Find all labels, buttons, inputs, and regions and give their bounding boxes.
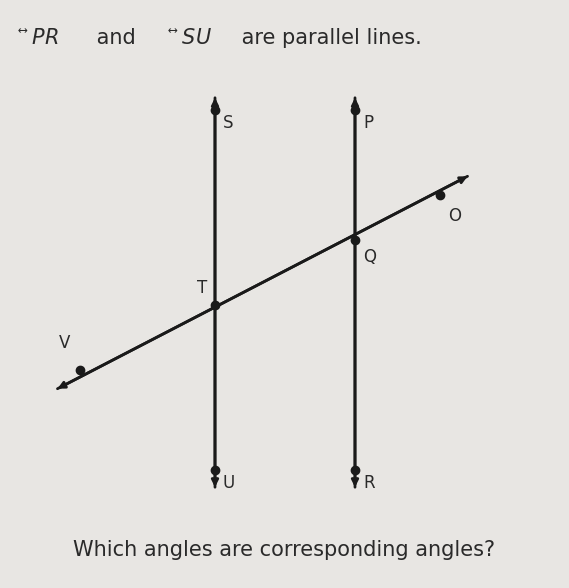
- Text: U: U: [223, 474, 235, 492]
- Text: are parallel lines.: are parallel lines.: [235, 28, 422, 48]
- Text: V: V: [59, 334, 70, 352]
- Text: $\overleftrightarrow{SU}$: $\overleftrightarrow{SU}$: [168, 28, 212, 48]
- Text: S: S: [223, 114, 233, 132]
- Text: $\overleftrightarrow{PR}$: $\overleftrightarrow{PR}$: [18, 28, 59, 48]
- Text: and: and: [90, 28, 142, 48]
- Text: Which angles are corresponding angles?: Which angles are corresponding angles?: [73, 540, 496, 560]
- Text: P: P: [363, 114, 373, 132]
- Text: T: T: [197, 279, 207, 297]
- Text: Q: Q: [363, 248, 376, 266]
- Text: R: R: [363, 474, 374, 492]
- Text: O: O: [448, 207, 461, 225]
